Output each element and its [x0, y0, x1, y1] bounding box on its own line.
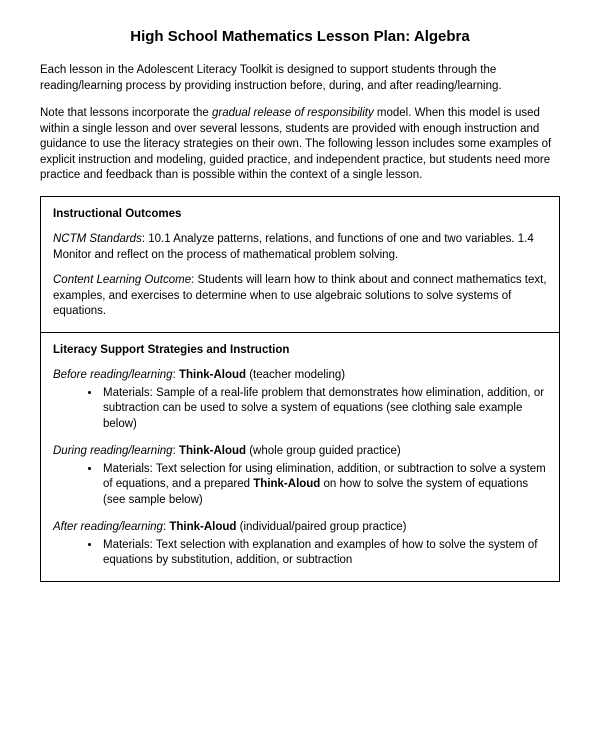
- content-box: Instructional Outcomes NCTM Standards: 1…: [40, 196, 560, 582]
- phase-after-strategy: Think-Aloud: [169, 521, 236, 533]
- standards-label: NCTM Standards: [53, 233, 142, 245]
- intro-paragraph-2: Note that lessons incorporate the gradua…: [40, 106, 560, 184]
- phase-after-material-item: Materials: Text selection with explanati…: [101, 538, 547, 569]
- intro-block: Each lesson in the Adolescent Literacy T…: [40, 63, 560, 184]
- phase-before-head: Before reading/learning: Think-Aloud (te…: [53, 368, 547, 384]
- document-page: High School Mathematics Lesson Plan: Alg…: [0, 0, 600, 602]
- phase-after-label: After reading/learning: [53, 521, 163, 533]
- intro-p2-emphasis: gradual release of responsibility: [212, 107, 374, 119]
- phase-before-mode: (teacher modeling): [246, 369, 345, 381]
- phase-before-label: Before reading/learning: [53, 369, 173, 381]
- phase-after: After reading/learning: Think-Aloud (ind…: [53, 520, 547, 569]
- phase-during-mode: (whole group guided practice): [246, 445, 401, 457]
- phase-during-material-item: Materials: Text selection for using elim…: [101, 462, 547, 509]
- phase-before-material-item: Materials: Sample of a real-life problem…: [101, 386, 547, 433]
- phase-during-head: During reading/learning: Think-Aloud (wh…: [53, 444, 547, 460]
- phase-during-materials: Materials: Text selection for using elim…: [53, 462, 547, 509]
- outcomes-heading: Instructional Outcomes: [53, 207, 547, 223]
- clo-label: Content Learning Outcome: [53, 274, 191, 286]
- clo-paragraph: Content Learning Outcome: Students will …: [53, 273, 547, 320]
- intro-p2-lead: Note that lessons incorporate the: [40, 107, 212, 119]
- literacy-section: Literacy Support Strategies and Instruct…: [41, 332, 559, 581]
- literacy-heading: Literacy Support Strategies and Instruct…: [53, 343, 547, 359]
- phase-before: Before reading/learning: Think-Aloud (te…: [53, 368, 547, 432]
- intro-paragraph-1: Each lesson in the Adolescent Literacy T…: [40, 63, 560, 94]
- phase-during-label: During reading/learning: [53, 445, 173, 457]
- phase-after-mode: (individual/paired group practice): [236, 521, 406, 533]
- phase-after-materials: Materials: Text selection with explanati…: [53, 538, 547, 569]
- phase-after-head: After reading/learning: Think-Aloud (ind…: [53, 520, 547, 536]
- outcomes-section: Instructional Outcomes NCTM Standards: 1…: [41, 197, 559, 332]
- phase-before-strategy: Think-Aloud: [179, 369, 246, 381]
- phase-before-materials: Materials: Sample of a real-life problem…: [53, 386, 547, 433]
- page-title: High School Mathematics Lesson Plan: Alg…: [40, 28, 560, 45]
- phase-during-material-bold: Think-Aloud: [253, 478, 320, 490]
- phase-during-strategy: Think-Aloud: [179, 445, 246, 457]
- phase-during: During reading/learning: Think-Aloud (wh…: [53, 444, 547, 508]
- standards-paragraph: NCTM Standards: 10.1 Analyze patterns, r…: [53, 232, 547, 263]
